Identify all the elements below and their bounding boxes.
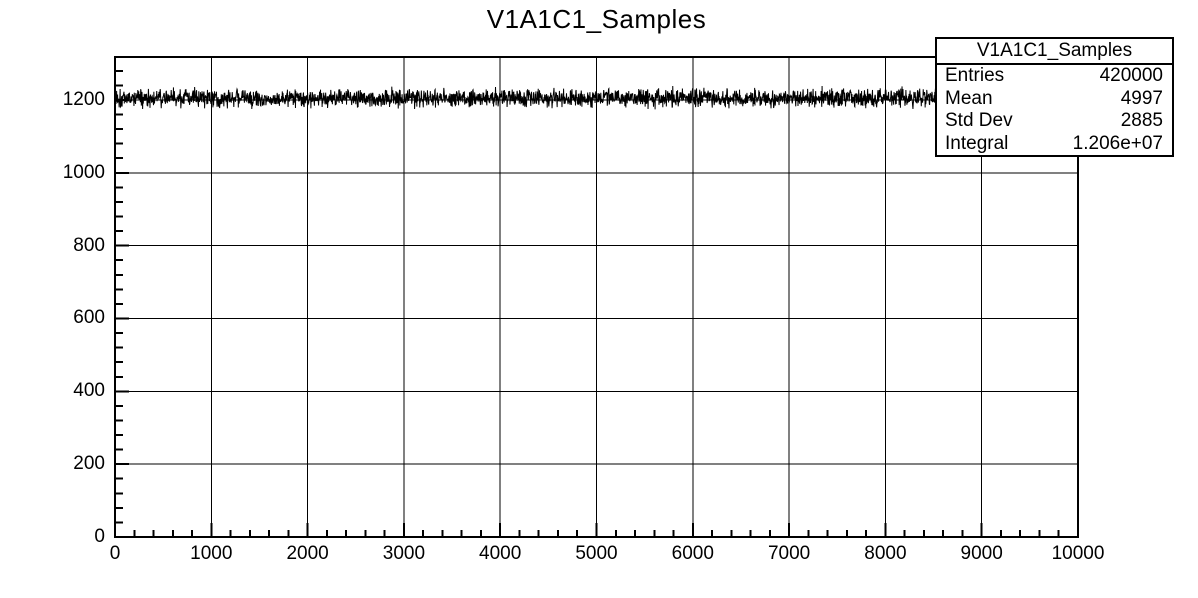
x-tick-label: 7000 [767, 543, 811, 564]
y-tick-label: 0 [94, 526, 105, 547]
y-tick-label: 600 [73, 307, 105, 329]
x-tick-label: 10000 [1051, 543, 1105, 564]
x-tick-label: 3000 [382, 543, 426, 564]
stats-value: 420000 [1099, 65, 1163, 87]
x-tick-label: 8000 [864, 543, 907, 564]
stats-row-mean: Mean 4997 [937, 88, 1172, 111]
y-tick-label: 1000 [62, 161, 105, 183]
stats-label: Mean [945, 87, 993, 109]
x-tick-label: 9000 [960, 543, 1003, 564]
x-tick-label: 1000 [190, 543, 233, 564]
x-tick-label: 2000 [286, 543, 329, 564]
x-tick-label: 5000 [575, 543, 618, 564]
stats-box: V1A1C1_Samples Entries 420000 Mean 4997 … [935, 37, 1174, 157]
x-tick-label: 0 [109, 543, 121, 564]
x-tick-label: 6000 [671, 543, 714, 564]
chart-title: V1A1C1_Samples [486, 4, 707, 34]
x-tick-label: 4000 [479, 543, 522, 564]
stats-row-integral: Integral 1.206e+07 [937, 133, 1172, 156]
stats-label: Entries [945, 65, 1005, 87]
stats-value: 1.206e+07 [1072, 132, 1163, 154]
stats-label: Std Dev [945, 110, 1013, 132]
stats-row-entries: Entries 420000 [937, 65, 1172, 88]
y-tick-label: 400 [73, 380, 105, 402]
y-tick-label: 1200 [62, 88, 105, 110]
stats-label: Integral [945, 132, 1009, 154]
y-tick-label: 800 [73, 234, 105, 256]
stats-value: 2885 [1120, 110, 1163, 132]
stats-box-title: V1A1C1_Samples [937, 39, 1172, 65]
stats-value: 4997 [1120, 87, 1163, 109]
stats-row-stddev: Std Dev 2885 [937, 110, 1172, 133]
y-tick-label: 200 [73, 453, 105, 475]
